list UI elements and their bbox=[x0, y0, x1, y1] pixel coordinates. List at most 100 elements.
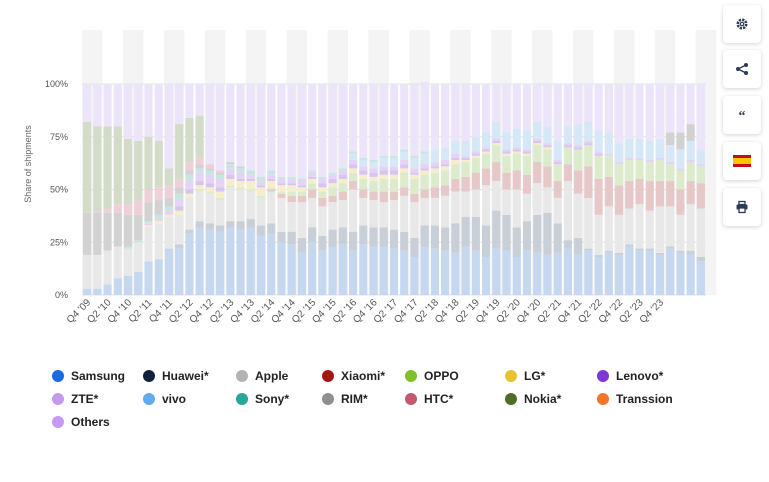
legend-item[interactable]: Xiaomi* bbox=[322, 367, 385, 385]
bar-segment bbox=[645, 140, 654, 160]
y-tick-label: 25% bbox=[50, 237, 68, 247]
bar-segment bbox=[348, 250, 358, 295]
bar-segment bbox=[696, 149, 705, 165]
bar-segment bbox=[103, 208, 112, 213]
bar-segment bbox=[287, 84, 296, 177]
bar-segment bbox=[369, 246, 378, 295]
legend-item[interactable]: Apple bbox=[236, 367, 288, 385]
bar-segment bbox=[502, 84, 511, 133]
bar-segment bbox=[430, 225, 440, 249]
bar-stacks[interactable] bbox=[83, 81, 705, 295]
bar-segment bbox=[256, 225, 266, 236]
cite-button[interactable]: “ bbox=[723, 96, 761, 134]
legend-label: Lenovo* bbox=[616, 369, 664, 383]
bar-segment bbox=[154, 219, 163, 222]
legend-item[interactable]: Huawei* bbox=[143, 367, 209, 385]
bar-segment bbox=[522, 174, 532, 194]
bar-segment bbox=[522, 153, 532, 156]
bar-segment bbox=[553, 162, 562, 165]
legend-item[interactable]: Samsung bbox=[52, 367, 125, 385]
legend-item[interactable]: Nokia* bbox=[505, 390, 561, 408]
bar-segment bbox=[563, 126, 572, 144]
legend-label: Transsion bbox=[616, 392, 673, 406]
legend-item[interactable]: RIM* bbox=[322, 390, 368, 408]
bar-segment bbox=[420, 189, 429, 198]
bar-segment bbox=[451, 140, 460, 154]
bar-stack bbox=[451, 84, 460, 295]
bar-stack bbox=[83, 84, 92, 295]
bar-segment bbox=[481, 168, 491, 186]
bar-segment bbox=[359, 84, 368, 158]
legend-item[interactable]: LG* bbox=[505, 367, 545, 385]
bar-segment bbox=[164, 214, 174, 217]
bar-segment bbox=[83, 121, 92, 213]
bar-segment bbox=[134, 200, 143, 215]
print-button[interactable] bbox=[723, 188, 761, 226]
legend-item[interactable]: OPPO bbox=[405, 367, 459, 385]
bar-segment bbox=[696, 261, 705, 295]
bar-stack bbox=[430, 84, 440, 295]
bar-segment bbox=[308, 242, 317, 295]
bar-segment bbox=[584, 140, 593, 144]
bar-segment bbox=[144, 136, 153, 190]
bar-segment bbox=[594, 130, 603, 152]
legend-item[interactable]: Sony* bbox=[236, 390, 289, 408]
bar-segment bbox=[563, 84, 572, 127]
bar-segment bbox=[522, 193, 532, 222]
legend-item[interactable]: vivo bbox=[143, 390, 186, 408]
bar-segment bbox=[461, 191, 470, 217]
bar-segment bbox=[645, 248, 654, 251]
bar-segment bbox=[410, 202, 419, 239]
settings-button[interactable] bbox=[723, 5, 761, 43]
bar-segment bbox=[318, 250, 327, 295]
bar-segment bbox=[655, 254, 665, 295]
legend-item[interactable]: Lenovo* bbox=[597, 367, 663, 385]
language-button[interactable] bbox=[723, 142, 761, 180]
bar-segment bbox=[277, 185, 286, 192]
bar-stack bbox=[226, 84, 235, 295]
legend-marker bbox=[505, 393, 517, 405]
bar-segment bbox=[451, 252, 460, 295]
legend-item[interactable]: Others bbox=[52, 413, 110, 431]
legend-label: LG* bbox=[524, 369, 546, 383]
legend-item[interactable]: Transsion bbox=[597, 390, 673, 408]
bar-segment bbox=[246, 178, 255, 182]
bar-segment bbox=[359, 197, 368, 226]
bar-stack bbox=[123, 84, 133, 295]
bar-segment bbox=[604, 252, 613, 295]
bar-segment bbox=[226, 178, 235, 186]
bar-segment bbox=[144, 223, 153, 226]
bar-segment bbox=[154, 200, 163, 215]
bar-segment bbox=[533, 84, 542, 122]
bar-segment bbox=[543, 166, 552, 188]
bar-segment bbox=[338, 200, 347, 228]
bar-segment bbox=[277, 197, 286, 232]
bar-stack bbox=[400, 84, 409, 295]
bar-segment bbox=[236, 166, 245, 169]
bar-segment bbox=[604, 176, 613, 207]
bar-segment bbox=[369, 200, 378, 228]
bar-segment bbox=[614, 254, 624, 295]
legend-item[interactable]: ZTE* bbox=[52, 390, 98, 408]
bar-segment bbox=[348, 151, 358, 154]
bar-segment bbox=[256, 197, 266, 226]
share-button[interactable] bbox=[723, 50, 761, 88]
bar-segment bbox=[154, 187, 163, 201]
bar-segment bbox=[512, 257, 521, 295]
bar-segment bbox=[205, 170, 214, 175]
bar-stack bbox=[553, 84, 562, 295]
bar-segment bbox=[594, 84, 603, 131]
bar-segment bbox=[471, 216, 480, 251]
bar-segment bbox=[113, 278, 122, 295]
bar-segment bbox=[563, 240, 572, 249]
legend-item[interactable]: HTC* bbox=[405, 390, 453, 408]
bar-segment bbox=[113, 204, 122, 213]
gear-icon bbox=[735, 17, 749, 31]
bar-segment bbox=[543, 187, 552, 213]
bar-segment bbox=[308, 197, 317, 228]
bar-segment bbox=[533, 140, 542, 144]
legend-marker bbox=[322, 393, 334, 405]
bar-segment bbox=[420, 81, 429, 152]
bar-stack bbox=[287, 84, 296, 295]
bar-segment bbox=[492, 145, 501, 163]
